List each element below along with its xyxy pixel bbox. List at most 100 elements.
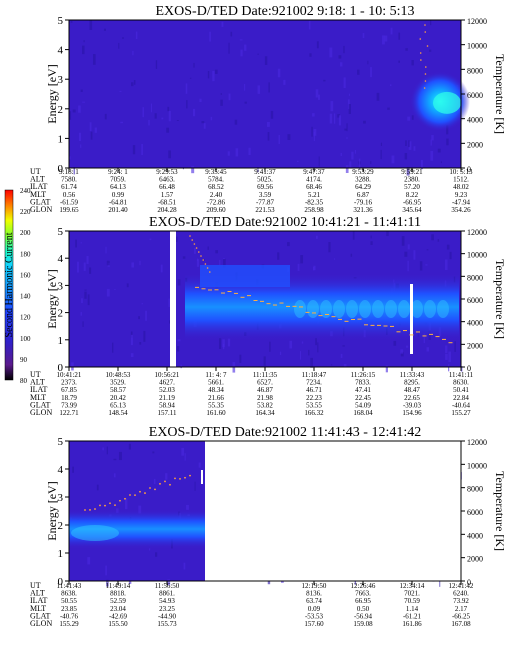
orbit-value: 58.94: [159, 401, 175, 409]
noise-streak: [132, 145, 136, 155]
noise-streak: [348, 104, 351, 114]
orbit-value: 48.34: [208, 386, 224, 394]
temperature-point: [202, 259, 204, 261]
noise-streak: [430, 139, 432, 146]
y2-axis-label: Temperature [K]: [493, 259, 505, 339]
y-tick-label: 2: [58, 308, 64, 320]
row-label-ut: UT: [30, 167, 41, 176]
noise-streak: [393, 340, 397, 346]
orbit-value: 159.08: [353, 620, 373, 628]
orbit-value: 21.19: [159, 394, 175, 402]
colorbar-tick-label: 220: [20, 208, 31, 216]
noise-streak: [411, 115, 414, 120]
noise-streak: [351, 151, 354, 160]
temperature-point: [318, 315, 323, 317]
temperature-point: [139, 490, 141, 493]
temperature-point: [403, 330, 407, 332]
noise-streak: [350, 253, 353, 257]
panel-3: [65, 440, 465, 587]
noise-streak: [316, 41, 319, 49]
orbit-value: 64.13: [110, 183, 126, 191]
y-tick-label: 3: [58, 280, 64, 292]
noise-streak: [165, 473, 168, 480]
orbit-value: 155.50: [108, 620, 128, 628]
orbit-value: 53.82: [257, 401, 273, 409]
noise-streak: [82, 45, 85, 55]
noise-streak: [330, 364, 333, 366]
noise-streak: [309, 53, 312, 57]
orbit-value: -64.81: [109, 198, 128, 206]
temperature-point: [198, 251, 200, 253]
noise-streak: [106, 446, 108, 455]
temperature-point: [416, 331, 420, 333]
orbit-value: 68.46: [306, 183, 322, 191]
noise-streak: [77, 261, 79, 273]
orbit-value: -61.21: [403, 612, 422, 620]
y2-tick-label: 12000: [467, 228, 487, 237]
orbit-value: 54.93: [159, 597, 175, 605]
noise-streak: [444, 259, 448, 271]
noise-streak: [315, 89, 319, 98]
x-tick-label: 10: 5:13: [449, 168, 473, 176]
orbit-value: 157.60: [304, 620, 324, 628]
noise-streak: [154, 552, 158, 557]
temperature-point: [422, 335, 427, 337]
temperature-point: [204, 263, 207, 265]
noise-streak: [277, 68, 281, 78]
flux-cell: [398, 300, 410, 318]
noise-streak: [264, 56, 268, 65]
orbit-value: 66.48: [159, 183, 175, 191]
noise-streak: [119, 90, 122, 92]
orbit-value: 22.45: [355, 394, 371, 402]
y2-tick-label: 0: [467, 364, 471, 373]
y2-tick-label: 0: [467, 578, 471, 587]
temperature-point: [383, 325, 388, 327]
orbit-value: 20.42: [110, 394, 126, 402]
orbit-value: 7021.: [404, 590, 420, 598]
noise-streak: [183, 562, 186, 570]
noise-streak: [313, 128, 317, 136]
temperature-point: [292, 305, 297, 307]
y-axis-label: Energy [eV]: [45, 269, 59, 328]
orbit-value: 8818.: [110, 590, 126, 598]
orbit-value: -40.64: [452, 401, 471, 409]
orbit-value: -72.86: [207, 198, 226, 206]
noise-streak: [89, 20, 93, 30]
noise-streak: [329, 113, 333, 124]
noise-streak: [168, 110, 171, 122]
y-tick-label: 1: [58, 335, 64, 347]
noise-streak: [131, 262, 135, 268]
noise-streak: [78, 105, 81, 113]
y-tick-label: 1: [58, 548, 64, 560]
noise-streak: [333, 113, 336, 124]
noise-streak: [234, 119, 238, 125]
temperature-point: [104, 504, 106, 507]
temperature-point: [370, 324, 375, 326]
temperature-point: [227, 291, 232, 293]
temperature-point: [435, 336, 440, 338]
row-label-glon: GLON: [30, 619, 52, 628]
orbit-value: 2.40: [210, 191, 223, 199]
orbit-value: 66.95: [355, 597, 371, 605]
temperature-point: [119, 499, 121, 502]
orbit-value: 6527.: [257, 379, 273, 387]
temperature-point: [338, 318, 342, 320]
noise-streak: [297, 263, 300, 271]
noise-streak: [219, 259, 221, 266]
orbit-value: 67.85: [61, 386, 77, 394]
noise-streak: [122, 37, 124, 39]
temperature-point: [390, 325, 394, 327]
noise-streak: [71, 362, 74, 371]
orbit-value: 167.08: [451, 620, 471, 628]
noise-streak: [180, 364, 182, 369]
noise-streak: [301, 341, 304, 344]
orbit-value: 48.02: [453, 183, 469, 191]
noise-streak: [440, 161, 442, 164]
x-tick-label: 11:41:11: [449, 371, 474, 379]
y-axis-label: Energy [eV]: [45, 481, 59, 540]
row-label-glat: GLAT: [30, 611, 51, 620]
noise-streak: [214, 69, 218, 74]
orbit-value: 47.41: [355, 386, 371, 394]
flux-cell: [411, 300, 423, 318]
temperature-point: [184, 476, 186, 479]
